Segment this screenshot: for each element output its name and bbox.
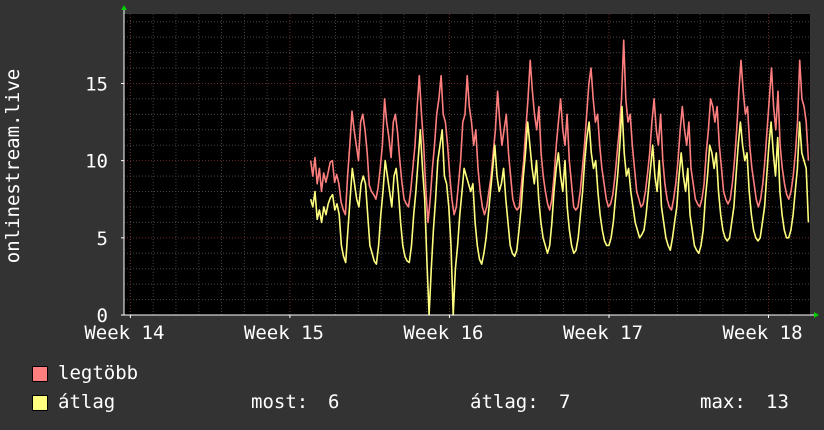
legend-swatch-avg — [32, 395, 48, 411]
stat-max-value: 13 — [766, 391, 789, 413]
x-axis-arrow — [814, 312, 819, 318]
x-ticks: Week 14 Week 15 Week 16 Week 17 Week 18 — [84, 315, 803, 344]
y-ticks: 0 5 10 15 — [85, 73, 124, 327]
legend-swatch-max — [32, 366, 48, 382]
stat-avg-label: átlag: — [470, 391, 539, 413]
series-line-atlag — [309, 105, 810, 316]
y-tick-label: 15 — [85, 73, 108, 95]
y-axis-arrow — [121, 5, 127, 10]
y-tick-label: 10 — [85, 151, 108, 173]
y-tick-label: 5 — [97, 228, 108, 250]
plot-area — [124, 14, 810, 315]
series-line-legtobb — [309, 39, 810, 224]
y-tick-label: 0 — [97, 305, 108, 327]
stat-avg-value: 7 — [559, 391, 571, 413]
x-tick-label: Week 17 — [563, 322, 643, 344]
stat-now-value: 6 — [328, 391, 340, 413]
legend-label-avg: átlag — [58, 391, 116, 413]
x-tick-label: Week 16 — [403, 322, 483, 344]
axes — [121, 5, 819, 318]
stat-max-label: max: — [700, 391, 746, 413]
x-tick-label: Week 14 — [84, 322, 164, 344]
y-axis-label: onlinestream.live — [2, 69, 24, 263]
legend-label-max: legtöbb — [58, 362, 139, 384]
series-group — [309, 39, 810, 316]
x-tick-label: Week 15 — [244, 322, 324, 344]
stat-now-label: most: — [251, 391, 309, 413]
x-tick-label: Week 18 — [722, 322, 802, 344]
